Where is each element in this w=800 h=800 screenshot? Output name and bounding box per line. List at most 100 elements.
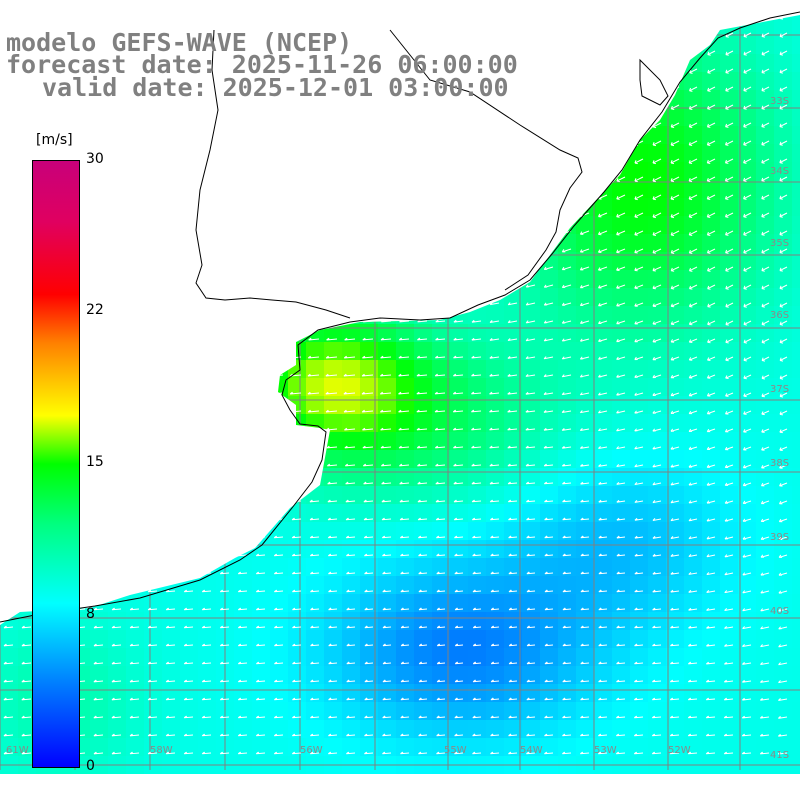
wind-cell (378, 486, 396, 504)
wind-arrow (742, 661, 752, 665)
wind-cell (396, 378, 414, 396)
wind-cell (702, 558, 720, 576)
wind-arrow (21, 751, 32, 755)
wind-arrow (418, 589, 428, 593)
wind-cell (486, 522, 504, 540)
wind-arrow (111, 733, 122, 737)
wind-cell (792, 684, 800, 702)
wind-cell (702, 612, 720, 630)
wind-arrow (778, 697, 788, 701)
wind-arrow (508, 751, 518, 755)
wind-arrow (761, 392, 770, 398)
wind-arrow (111, 697, 122, 701)
wind-cell (540, 576, 558, 594)
wind-cell (540, 324, 558, 342)
wind-arrow (382, 733, 392, 737)
wind-arrow (326, 463, 338, 467)
wind-arrow (725, 284, 734, 290)
wind-arrow (165, 751, 176, 755)
wind-arrow (579, 410, 590, 414)
wind-cell (702, 666, 720, 684)
wind-cell (432, 450, 450, 468)
wind-cell (468, 720, 486, 738)
wind-arrow (598, 607, 608, 611)
wind-cell (630, 306, 648, 324)
wind-cell (774, 324, 792, 342)
wind-cell (270, 738, 288, 756)
wind-arrow (489, 355, 500, 359)
wind-arrow (743, 50, 752, 56)
wind-cell (558, 738, 576, 756)
wind-cell (684, 648, 702, 666)
wind-cell (612, 576, 630, 594)
wind-arrow (471, 409, 482, 413)
wind-arrow (273, 751, 284, 755)
wind-arrow (201, 733, 212, 737)
wind-cell (504, 522, 522, 540)
wind-arrow (525, 320, 536, 324)
wind-cell (342, 666, 360, 684)
wind-cell (630, 612, 648, 630)
wind-arrow (652, 589, 662, 593)
wind-cell (684, 504, 702, 522)
wind-cell (558, 486, 576, 504)
wind-arrow (742, 608, 752, 612)
wind-cell (504, 612, 522, 630)
wind-cell (720, 522, 738, 540)
wind-arrow (237, 733, 248, 737)
wind-arrow (616, 661, 626, 665)
wind-cell (648, 198, 666, 216)
wind-cell (756, 450, 774, 468)
wind-arrow (634, 374, 644, 378)
wind-arrow (165, 733, 176, 737)
wind-cell (198, 576, 216, 594)
wind-cell (648, 234, 666, 252)
wind-cell (306, 648, 324, 666)
wind-arrow (21, 715, 32, 719)
wind-cell (648, 126, 666, 144)
wind-cell (594, 738, 612, 756)
wind-arrow (598, 517, 608, 521)
wind-cell (378, 450, 396, 468)
wind-arrow (725, 68, 734, 74)
wind-cell (522, 576, 540, 594)
wind-arrow (147, 715, 158, 719)
wind-cell (306, 666, 324, 684)
wind-arrow (761, 230, 770, 236)
wind-arrow (400, 589, 410, 593)
wind-arrow (363, 535, 374, 539)
wind-cell (630, 576, 648, 594)
wind-cell (324, 450, 342, 468)
wind-cell (450, 630, 468, 648)
wind-arrow (344, 427, 356, 431)
wind-arrow (743, 32, 752, 38)
wind-arrow (471, 373, 482, 377)
wind-arrow (380, 373, 392, 377)
wind-arrow (417, 481, 428, 485)
wind-arrow (562, 625, 572, 629)
wind-cell (486, 684, 504, 702)
wind-arrow (472, 733, 482, 737)
wind-cell (342, 594, 360, 612)
wind-arrow (490, 751, 500, 755)
wind-arrow (580, 643, 590, 647)
wind-cell (738, 486, 756, 504)
wind-cell (756, 504, 774, 522)
wind-arrow (616, 338, 626, 343)
wind-arrow (670, 194, 680, 201)
wind-cell (432, 666, 450, 684)
wind-cell (90, 702, 108, 720)
wind-cell (360, 558, 378, 576)
wind-arrow (453, 373, 464, 377)
wind-arrow (688, 266, 698, 272)
wind-cell (612, 180, 630, 198)
wind-cell (774, 432, 792, 450)
wind-arrow (219, 751, 230, 755)
wind-arrow (705, 715, 716, 719)
wind-arrow (490, 643, 500, 647)
colorbar-tick-22: 22 (86, 302, 104, 318)
wind-arrow (616, 284, 626, 289)
wind-cell (396, 738, 414, 756)
wind-arrow (380, 445, 392, 449)
wind-cell (540, 414, 558, 432)
